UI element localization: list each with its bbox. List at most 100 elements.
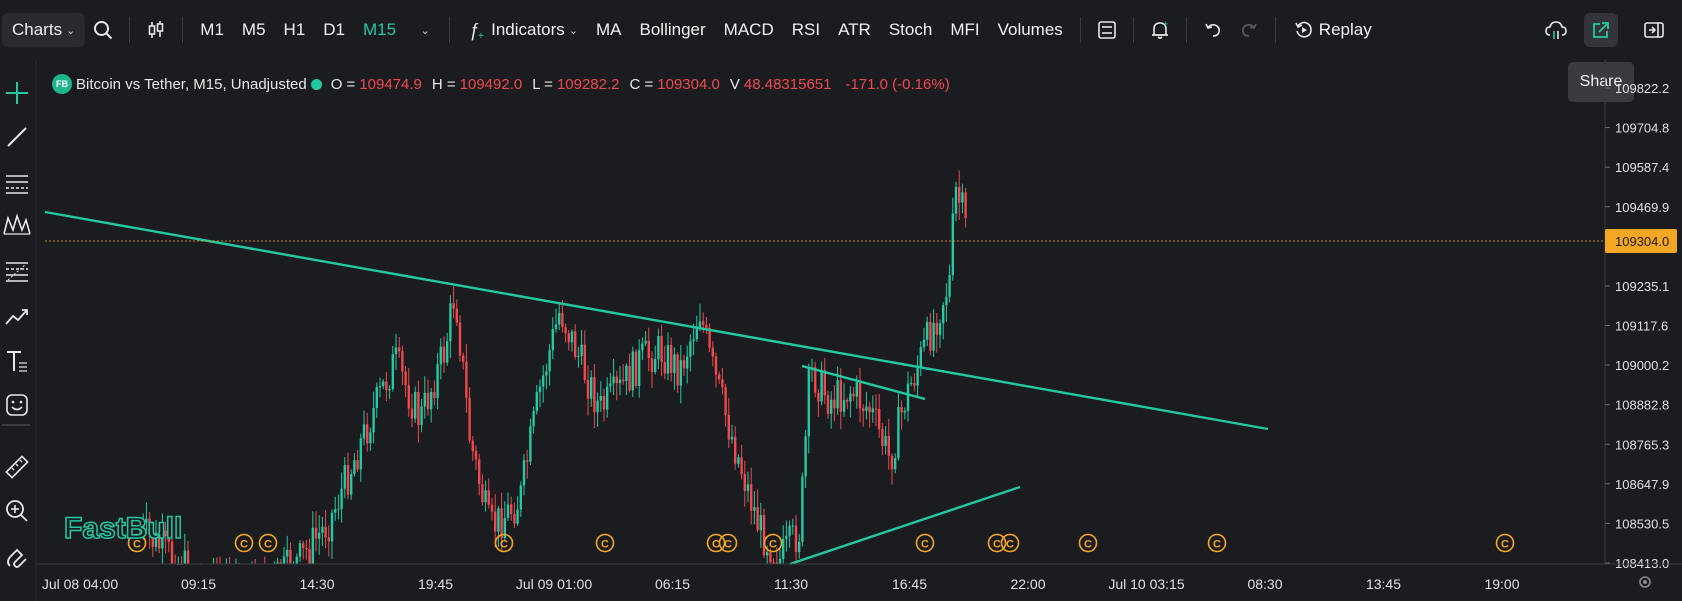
candle-body bbox=[282, 556, 286, 564]
candle-body bbox=[788, 525, 791, 536]
event-marker-icon[interactable]: C bbox=[763, 533, 783, 553]
candle-body bbox=[756, 507, 759, 531]
candle-body bbox=[404, 371, 407, 386]
candle-body bbox=[321, 526, 324, 533]
event-marker-icon[interactable]: C bbox=[1207, 533, 1227, 553]
undo-icon bbox=[1205, 23, 1220, 37]
time-tick-label: Jul 08 04:00 bbox=[42, 576, 118, 592]
fibonacci-tool[interactable] bbox=[2, 256, 32, 286]
crosshair-tool[interactable] bbox=[2, 78, 32, 108]
indicator-bollinger[interactable]: Bollinger bbox=[639, 20, 706, 39]
text-tool[interactable] bbox=[2, 346, 32, 376]
event-marker-icon[interactable]: C bbox=[127, 533, 147, 553]
cloud-sync-button[interactable] bbox=[1538, 13, 1574, 47]
candle-body bbox=[698, 321, 702, 328]
redo-button[interactable] bbox=[1231, 13, 1267, 47]
indicator-stoch[interactable]: Stoch bbox=[888, 20, 933, 39]
magnet-tool[interactable] bbox=[2, 544, 32, 574]
alert-button[interactable]: + bbox=[1142, 13, 1178, 47]
candle-body bbox=[154, 532, 158, 547]
replay-button[interactable]: Replay bbox=[1284, 13, 1381, 47]
share-button[interactable] bbox=[1584, 13, 1618, 47]
timeframe-m5[interactable]: M5 bbox=[241, 20, 266, 39]
event-marker-icon[interactable]: C bbox=[1000, 533, 1020, 553]
candle-body bbox=[686, 356, 689, 369]
indicator-mfi[interactable]: MFI bbox=[950, 20, 980, 39]
candle-body bbox=[609, 383, 612, 387]
low-value: 109282.2 bbox=[556, 75, 620, 93]
candle-body bbox=[442, 346, 446, 363]
chart-canvas[interactable]: 109822.2109704.8109587.4109469.9109352.5… bbox=[0, 60, 1682, 601]
candle-body bbox=[897, 407, 900, 459]
indicator-volumes[interactable]: Volumes bbox=[997, 20, 1063, 39]
undo-button[interactable] bbox=[1195, 13, 1231, 47]
price-tick-label: 109704.8 bbox=[1615, 121, 1669, 136]
svg-text:+: + bbox=[478, 31, 484, 41]
candle-body bbox=[407, 385, 410, 409]
candle-body bbox=[871, 408, 874, 413]
indicator-rsi[interactable]: RSI bbox=[791, 20, 821, 39]
event-marker-icon[interactable]: C bbox=[1078, 533, 1098, 553]
candle-body bbox=[359, 438, 362, 470]
timeframe-d1[interactable]: D1 bbox=[323, 20, 346, 39]
gear-icon[interactable] bbox=[1639, 576, 1651, 588]
time-axis[interactable]: Jul 08 04:00 09:15 14:30 19:45 Jul 09 01:00 0… bbox=[36, 563, 1682, 592]
time-tick-label: 11:30 bbox=[774, 576, 808, 592]
timeframe-dropdown-button[interactable]: ⌄ bbox=[405, 13, 441, 47]
event-marker-icon[interactable]: C bbox=[234, 533, 254, 553]
candle-body bbox=[964, 192, 967, 218]
smiley-icon bbox=[6, 394, 28, 416]
event-marker-icon[interactable]: C bbox=[1495, 533, 1515, 553]
indicator-ma[interactable]: MA bbox=[596, 20, 622, 39]
candle-body bbox=[497, 508, 500, 532]
descending-trend-line[interactable] bbox=[44, 210, 1269, 431]
time-tick-label: Jul 09 01:00 bbox=[516, 576, 592, 592]
candle-body bbox=[782, 539, 785, 559]
charts-menu-button[interactable]: Charts ⌄ bbox=[2, 13, 86, 47]
channel-tool[interactable] bbox=[2, 168, 32, 198]
candle-body bbox=[708, 327, 711, 348]
projection-tool[interactable] bbox=[2, 302, 32, 332]
measure-tool[interactable] bbox=[2, 452, 32, 482]
svg-text:C: C bbox=[240, 539, 248, 551]
share-icon bbox=[1593, 22, 1609, 38]
emoji-tool[interactable] bbox=[2, 390, 32, 420]
candle-body bbox=[151, 534, 154, 547]
price-tick-label: 108882.8 bbox=[1615, 398, 1669, 413]
event-marker-icon[interactable]: C bbox=[258, 533, 278, 553]
event-marker-icon[interactable]: C bbox=[706, 533, 726, 553]
chart-type-button[interactable] bbox=[138, 13, 174, 47]
candle-body bbox=[945, 296, 948, 306]
candle-body bbox=[513, 514, 516, 524]
price-axis[interactable]: 109822.2109704.8109587.4109469.9109352.5… bbox=[35, 60, 1669, 601]
event-marker-icon[interactable]: C bbox=[987, 533, 1007, 553]
zoom-tool[interactable] bbox=[2, 496, 32, 526]
candle-body bbox=[641, 343, 644, 351]
short-resistance-line[interactable] bbox=[801, 364, 926, 401]
search-button[interactable] bbox=[85, 13, 121, 47]
indicator-atr[interactable]: ATR bbox=[838, 20, 871, 39]
event-marker-icon[interactable]: C bbox=[595, 533, 615, 553]
exchange-badge: FB bbox=[52, 74, 72, 94]
candle-body bbox=[958, 186, 961, 203]
chevron-down-icon: ⌄ bbox=[420, 24, 430, 37]
event-marker-icon[interactable]: C bbox=[915, 533, 935, 553]
symbol-title[interactable]: Bitcoin vs Tether, M15, Unadjusted bbox=[76, 75, 307, 93]
event-marker-icon[interactable]: C bbox=[494, 533, 514, 553]
trend-line-tool[interactable] bbox=[2, 122, 32, 152]
fullscreen-button[interactable] bbox=[1636, 13, 1672, 47]
candle-body bbox=[314, 527, 318, 539]
indicators-button[interactable]: ƒ + Indicators ⌄ bbox=[458, 13, 587, 47]
timeframe-m15[interactable]: M15 bbox=[363, 20, 397, 39]
layout-button[interactable] bbox=[1089, 13, 1125, 47]
indicator-macd[interactable]: MACD bbox=[723, 20, 774, 39]
timeframe-h1[interactable]: H1 bbox=[283, 20, 306, 39]
price-chart[interactable]: 109822.2109704.8109587.4109469.9109352.5… bbox=[0, 60, 1682, 601]
timeframe-m1[interactable]: M1 bbox=[200, 20, 224, 39]
change-value: -171.0 (-0.16%) bbox=[845, 75, 950, 93]
event-marker-icon[interactable]: C bbox=[718, 533, 738, 553]
pattern-tool[interactable] bbox=[2, 210, 32, 240]
candle-body bbox=[186, 550, 190, 564]
candle-body bbox=[542, 375, 545, 387]
support-trend-line[interactable] bbox=[789, 485, 1021, 566]
